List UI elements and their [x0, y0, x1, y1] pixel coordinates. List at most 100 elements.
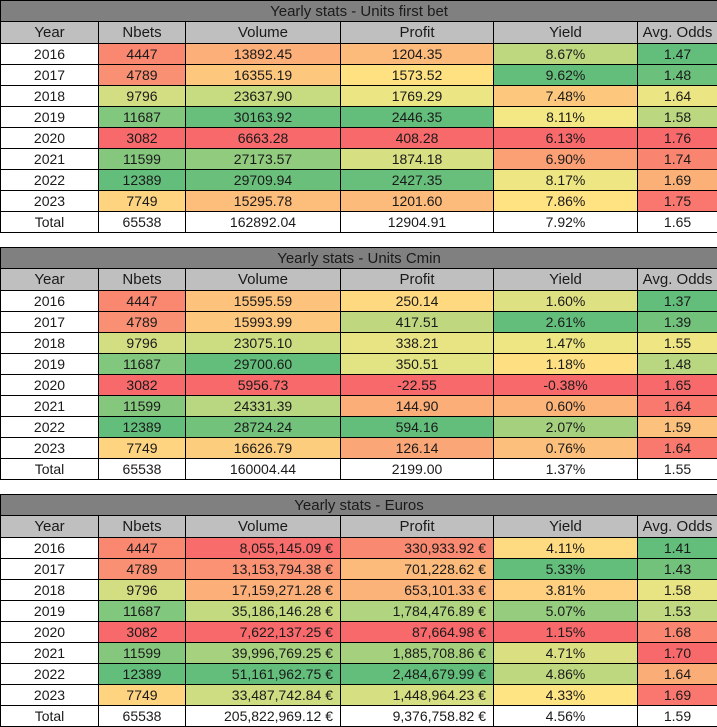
- year-cell: 2021: [1, 149, 99, 170]
- stat-cell: 4447: [99, 44, 186, 65]
- year-cell: 2020: [1, 622, 99, 643]
- table-title-row: Yearly stats - Units Cmin: [1, 248, 717, 269]
- stat-cell: 11687: [99, 354, 186, 375]
- stat-cell: -0.38%: [494, 375, 638, 396]
- stat-cell: 28724.24: [186, 417, 341, 438]
- stat-cell: 12389: [99, 170, 186, 191]
- stat-cell: 13,153,794.38 €: [186, 559, 341, 580]
- column-header-volume: Volume: [186, 22, 341, 44]
- stat-cell: 65538: [99, 459, 186, 480]
- stat-cell: 15295.78: [186, 191, 341, 212]
- stat-cell: 1.53: [638, 601, 717, 622]
- stat-cell: 12389: [99, 417, 186, 438]
- stat-cell: 4.71%: [494, 643, 638, 664]
- stat-cell: 1.39: [638, 312, 717, 333]
- stat-cell: 2427.35: [341, 170, 494, 191]
- table-title-row: Yearly stats - Euros: [1, 495, 717, 516]
- stat-cell: 5.33%: [494, 559, 638, 580]
- stat-cell: 4789: [99, 312, 186, 333]
- stat-cell: 1.15%: [494, 622, 638, 643]
- stat-cell: 1.64: [638, 396, 717, 417]
- stat-cell: 205,822,969.12 €: [186, 706, 341, 727]
- stat-cell: 4789: [99, 65, 186, 86]
- stat-cell: 51,161,962.75 €: [186, 664, 341, 685]
- stat-cell: 2,484,679.99 €: [341, 664, 494, 685]
- stat-cell: 11599: [99, 149, 186, 170]
- stat-cell: 35,186,146.28 €: [186, 601, 341, 622]
- year-cell: 2019: [1, 354, 99, 375]
- stat-cell: 1.76: [638, 128, 717, 149]
- stat-cell: 30163.92: [186, 107, 341, 128]
- stat-cell: 23637.90: [186, 86, 341, 107]
- stat-cell: 1.37: [638, 291, 717, 312]
- stat-cell: 9,376,758.82 €: [341, 706, 494, 727]
- stat-cell: 408.28: [341, 128, 494, 149]
- stat-cell: 3.81%: [494, 580, 638, 601]
- stat-cell: 12389: [99, 664, 186, 685]
- year-cell: 2022: [1, 170, 99, 191]
- stat-cell: 1.48: [638, 65, 717, 86]
- column-header-avg-odds: Avg. Odds: [638, 22, 717, 44]
- stat-cell: 9796: [99, 580, 186, 601]
- stat-cell: 1.64: [638, 86, 717, 107]
- stat-cell: 701,228.62 €: [341, 559, 494, 580]
- year-cell: 2016: [1, 291, 99, 312]
- table-title-row: Yearly stats - Units first bet: [1, 1, 717, 22]
- stat-cell: 1.58: [638, 580, 717, 601]
- column-header-yield: Yield: [494, 269, 638, 291]
- stat-cell: 1.37%: [494, 459, 638, 480]
- stat-cell: 9796: [99, 86, 186, 107]
- stat-cell: 4.86%: [494, 664, 638, 685]
- stat-cell: 27173.57: [186, 149, 341, 170]
- stat-cell: 7749: [99, 191, 186, 212]
- year-cell: 2016: [1, 44, 99, 65]
- column-header-avg-odds: Avg. Odds: [638, 269, 717, 291]
- stat-cell: 11599: [99, 643, 186, 664]
- stat-cell: 338.21: [341, 333, 494, 354]
- stat-cell: 144.90: [341, 396, 494, 417]
- stat-cell: 1.64: [638, 438, 717, 459]
- year-cell: 2021: [1, 643, 99, 664]
- year-cell: 2018: [1, 580, 99, 601]
- stat-cell: 1.69: [638, 170, 717, 191]
- stat-cell: 160004.44: [186, 459, 341, 480]
- stat-cell: 1.69: [638, 685, 717, 706]
- stat-cell: 8.67%: [494, 44, 638, 65]
- stat-cell: 9796: [99, 333, 186, 354]
- stat-cell: 16626.79: [186, 438, 341, 459]
- stat-cell: 7749: [99, 685, 186, 706]
- stat-cell: 0.76%: [494, 438, 638, 459]
- stat-cell: 1.65: [638, 375, 717, 396]
- column-header-nbets: Nbets: [99, 269, 186, 291]
- stat-cell: 13892.45: [186, 44, 341, 65]
- year-cell: 2023: [1, 191, 99, 212]
- stat-cell: 33,487,742.84 €: [186, 685, 341, 706]
- stat-cell: 1.75: [638, 191, 717, 212]
- stat-cell: 1,448,964.23 €: [341, 685, 494, 706]
- year-cell: 2022: [1, 664, 99, 685]
- stat-cell: 417.51: [341, 312, 494, 333]
- stat-cell: 11687: [99, 601, 186, 622]
- stat-cell: 7,622,137.25 €: [186, 622, 341, 643]
- stat-cell: 1.47: [638, 44, 717, 65]
- stat-cell: 4447: [99, 538, 186, 559]
- stat-cell: 12904.91: [341, 212, 494, 233]
- column-header-nbets: Nbets: [99, 516, 186, 538]
- year-cell: 2019: [1, 107, 99, 128]
- stat-cell: 4.33%: [494, 685, 638, 706]
- stat-cell: 5.07%: [494, 601, 638, 622]
- stat-cell: 1.65: [638, 212, 717, 233]
